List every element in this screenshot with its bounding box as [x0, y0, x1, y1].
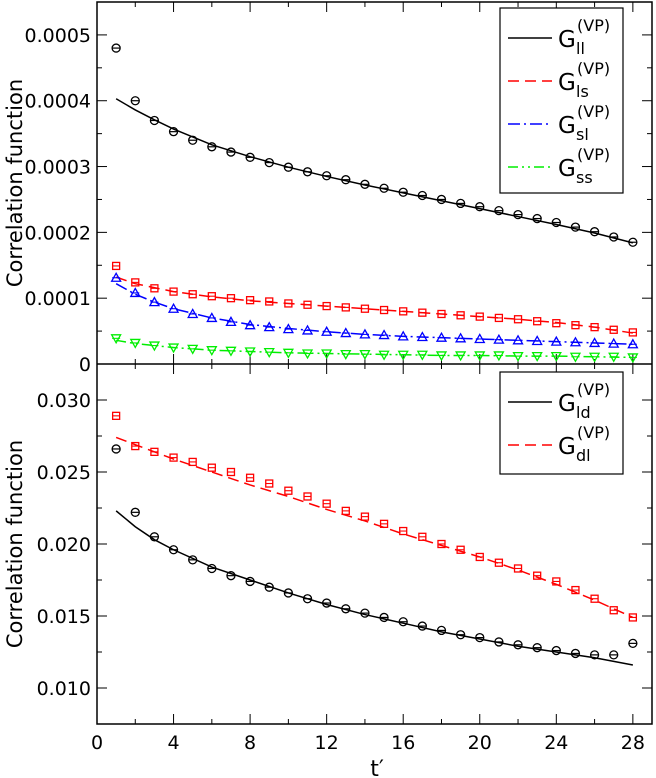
series-ls: [111, 261, 638, 337]
series-ll: [111, 43, 638, 247]
y-tick-label: 0.0003: [25, 157, 91, 179]
legend-subscript: ll: [576, 39, 585, 58]
y-tick-label: 0.010: [37, 678, 91, 700]
legend-box: [499, 7, 624, 194]
y-tick-label: 0.020: [37, 534, 91, 556]
series-sl: [110, 271, 639, 349]
y-tick-label: 0: [79, 354, 91, 376]
x-axis-label: t′: [370, 757, 384, 778]
x-tick-label: 20: [468, 732, 492, 754]
legend-label: G: [558, 156, 576, 182]
legend-subscript: sl: [576, 125, 589, 144]
plot-frame: [96, 1, 653, 725]
x-tick-label: 0: [91, 732, 103, 754]
legend-box: [499, 371, 624, 475]
fit-line-ld: [115, 510, 634, 666]
fit-line-ls: [115, 276, 633, 334]
legend-subscript: ls: [576, 82, 589, 101]
legend-superscript: (VP): [577, 145, 610, 164]
legend-label: G: [558, 434, 576, 460]
x-tick-label: 4: [168, 732, 180, 754]
legend-label: G: [558, 27, 576, 53]
legend-label: G: [558, 391, 576, 417]
y-tick-label: 0.030: [37, 390, 91, 412]
series-ld: [111, 444, 638, 666]
series-dl: [111, 411, 638, 622]
legend-label: G: [558, 70, 576, 96]
legend-superscript: (VP): [577, 16, 610, 35]
legend-subscript: ld: [576, 403, 591, 422]
x-tick-label: 28: [621, 732, 645, 754]
top-panel: 0 0.0001 0.0002 0.0003 0.0004 0.0005 Correlati…: [3, 2, 652, 376]
series-ss: [110, 334, 639, 364]
y-tick-label: 0.0004: [25, 91, 91, 113]
y-axis-label: Correlation function: [3, 79, 27, 287]
legend-superscript: (VP): [577, 59, 610, 78]
x-tick-label: 12: [315, 732, 339, 754]
outer-frame: [96, 1, 653, 725]
legend-label: G: [558, 113, 576, 139]
y-tick-label: 0.015: [37, 606, 91, 628]
x-tick-label: 16: [391, 732, 415, 754]
legend-superscript: (VP): [577, 423, 610, 442]
legend-subscript: ss: [576, 168, 593, 187]
legend-superscript: (VP): [577, 380, 610, 399]
y-tick-label: 0.0005: [25, 25, 91, 47]
y-axis-label: Correlation function: [3, 440, 27, 648]
fit-line-dl: [115, 436, 634, 619]
x-tick-label: 8: [244, 732, 256, 754]
x-tick-label: 24: [544, 732, 568, 754]
bottom-panel: 0.010 0.015 0.020 0.025 0.030 0 4 8 12 16 20 24 28 Co…: [3, 364, 652, 754]
legend-superscript: (VP): [577, 102, 610, 121]
fit-line-ll: [115, 98, 634, 244]
y-tick-label: 0.025: [37, 462, 91, 484]
y-tick-label: 0.0002: [25, 222, 91, 244]
y-tick-label: 0.0001: [25, 288, 91, 310]
legend-subscript: dl: [576, 446, 591, 465]
